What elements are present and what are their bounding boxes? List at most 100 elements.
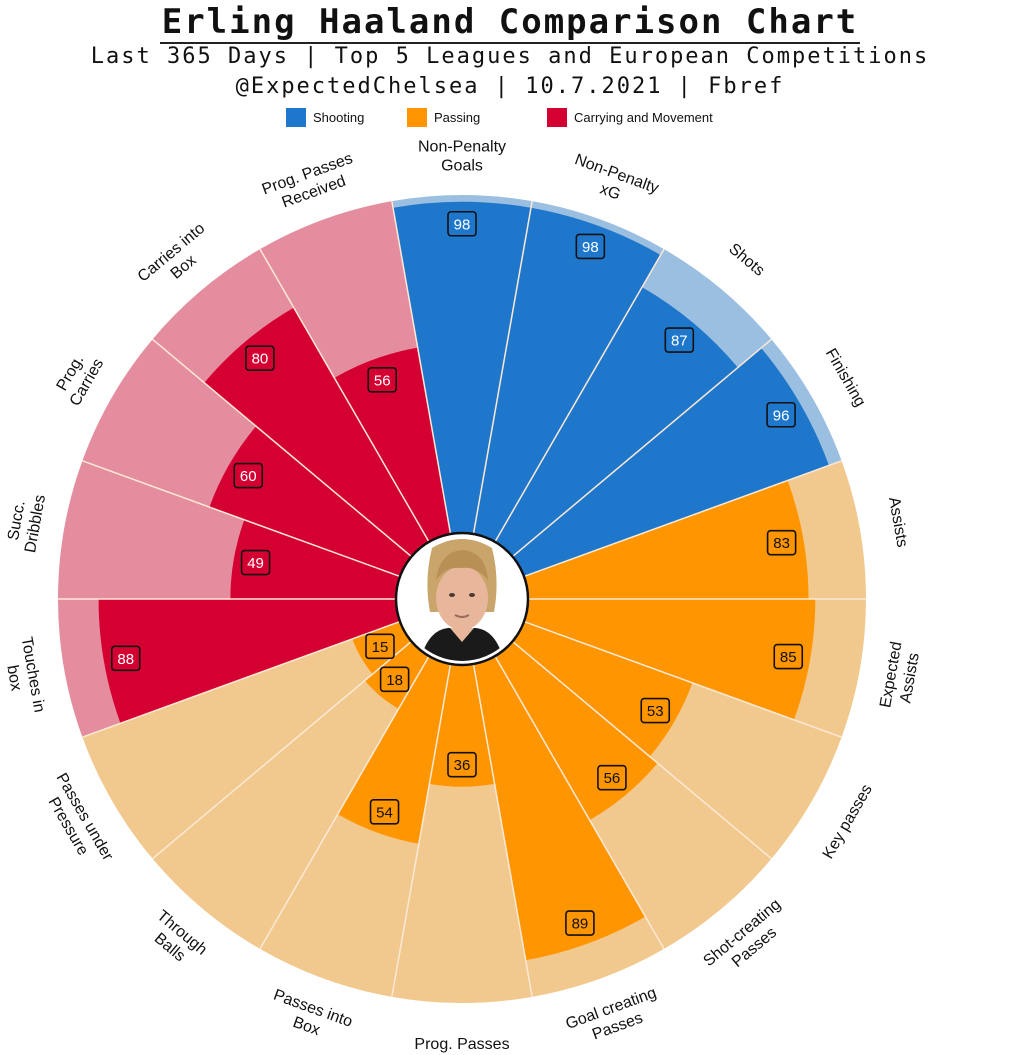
value-label-shot-creating-passes: 56: [597, 764, 627, 791]
chart-subtitle: Last 365 Days | Top 5 Leagues and Europe…: [90, 44, 930, 69]
bg-wedge-prog-passes: [391, 663, 533, 1003]
value-text: 83: [773, 535, 790, 552]
value-text: 60: [240, 468, 257, 485]
value-box: [240, 549, 271, 576]
divider-line: [523, 460, 842, 578]
value-text: 85: [780, 649, 797, 666]
value-label-through-balls: 18: [379, 666, 410, 693]
value-text: 56: [604, 770, 621, 787]
legend-label: Carrying and Movement: [574, 109, 713, 125]
value-label-carries-into-box: 80: [245, 345, 275, 371]
value-text: 80: [252, 351, 269, 368]
legend-swatch-carrying: [547, 107, 567, 127]
value-box: [773, 643, 804, 670]
axis-label-finishing: Finishing: [822, 346, 869, 410]
value-box: [447, 751, 477, 778]
value-text: 56: [374, 372, 391, 389]
value-box: [575, 233, 606, 260]
player-avatar: [394, 531, 530, 667]
value-label-key-passes: 53: [640, 697, 671, 724]
value-label-succ-dribbles: 49: [240, 549, 271, 576]
axis-label-passes-into-box: Passes intoBox: [265, 987, 355, 1049]
chart-credit: @ExpectedChelsea | 10.7.2021 | Fbref: [235, 74, 785, 99]
divider-line: [152, 640, 412, 860]
legend-swatch-passing: [407, 107, 427, 127]
value-text: 18: [386, 672, 403, 689]
value-text: 54: [376, 804, 393, 821]
value-box: [233, 462, 264, 489]
value-box: [245, 345, 275, 371]
axis-label-goal-creating-passes: Goal creatingPasses: [563, 984, 665, 1050]
axis-label-key-passes: Key passes: [820, 782, 876, 862]
axis-label-prog-carries: Prog.Carries: [50, 346, 107, 409]
divider-line: [494, 655, 665, 950]
axis-label-non-penalty-xg: Non-PenaltyxG: [566, 151, 661, 215]
axis-label-succ-dribbles: Succ.Dribbles: [3, 490, 49, 554]
value-box: [597, 764, 627, 791]
divider-line: [472, 663, 533, 997]
value-box: [365, 633, 395, 660]
value-box: [110, 645, 141, 672]
axis-label-shots: Shots: [725, 240, 767, 279]
bar-non-penalty-xg: [473, 207, 661, 542]
value-text: 98: [582, 239, 599, 256]
value-label-assists: 83: [766, 529, 797, 556]
value-label-touches-in-box: 88: [110, 645, 141, 672]
value-label-goal-creating-passes: 89: [565, 910, 595, 936]
legend-swatch-shooting: [286, 107, 306, 127]
divider-line: [259, 655, 430, 950]
divider-line: [523, 620, 842, 738]
value-box: [766, 401, 796, 428]
value-text: 49: [247, 555, 264, 572]
axis-label-expected-assists: ExpectedAssists: [877, 640, 924, 712]
divider-line: [152, 338, 412, 558]
axis-label-touches-in-box: Touches inbox: [0, 636, 48, 718]
legend-label: Passing: [434, 109, 481, 125]
bar-expected-assists: [524, 599, 816, 720]
legend-label: Shooting: [313, 109, 365, 125]
axis-label-prog-passes-received: Prog. PassesReceived: [260, 150, 362, 216]
value-text: 36: [454, 757, 471, 774]
bar-shots: [495, 287, 738, 557]
legend-item-shooting: Shooting: [286, 106, 364, 128]
legend: Shooting Passing Carrying and Movement: [0, 106, 1020, 128]
axis-label-through-balls: ThroughBalls: [141, 907, 210, 973]
value-label-finishing: 96: [766, 401, 796, 428]
bar-non-penalty-goals: [393, 201, 531, 535]
bar-succ-dribbles: [230, 519, 400, 599]
value-box: [447, 210, 477, 237]
value-label-expected-assists: 85: [773, 643, 804, 670]
divider-line: [259, 248, 430, 543]
axis-label-non-penalty-goals: Non-Penalty Goals: [418, 139, 506, 175]
divider-line: [391, 201, 452, 535]
axis-label-assists: Assists: [885, 496, 911, 549]
value-box: [367, 366, 398, 393]
bar-finishing: [512, 348, 829, 577]
bg-wedge-passes-under-pressure: [82, 621, 412, 859]
value-text: 87: [671, 333, 688, 350]
divider-line: [512, 640, 772, 860]
value-label-non-penalty-goals: 98: [447, 210, 477, 237]
value-text: 88: [117, 651, 134, 668]
value-box: [640, 697, 671, 724]
divider-line: [512, 338, 772, 558]
value-text: 15: [372, 639, 389, 656]
divider-line: [82, 460, 401, 578]
divider-line: [82, 620, 401, 738]
legend-item-carrying: Carrying and Movement: [547, 106, 713, 128]
value-label-passes-into-box: 54: [369, 799, 400, 825]
value-text: 98: [454, 216, 471, 233]
value-label-prog-passes: 36: [447, 751, 477, 778]
divider-line: [391, 663, 452, 997]
value-box: [379, 666, 410, 693]
value-box: [565, 910, 595, 936]
bar-passes-into-box: [337, 656, 451, 844]
axis-label-prog-passes: Prog. Passes: [414, 1036, 509, 1053]
value-label-prog-passes-received: 56: [367, 366, 398, 393]
value-label-shots: 87: [664, 327, 695, 353]
value-box: [664, 327, 695, 353]
value-box: [766, 529, 797, 556]
bg-wedge-through-balls: [152, 641, 429, 949]
bar-goal-creating-passes: [473, 656, 646, 961]
